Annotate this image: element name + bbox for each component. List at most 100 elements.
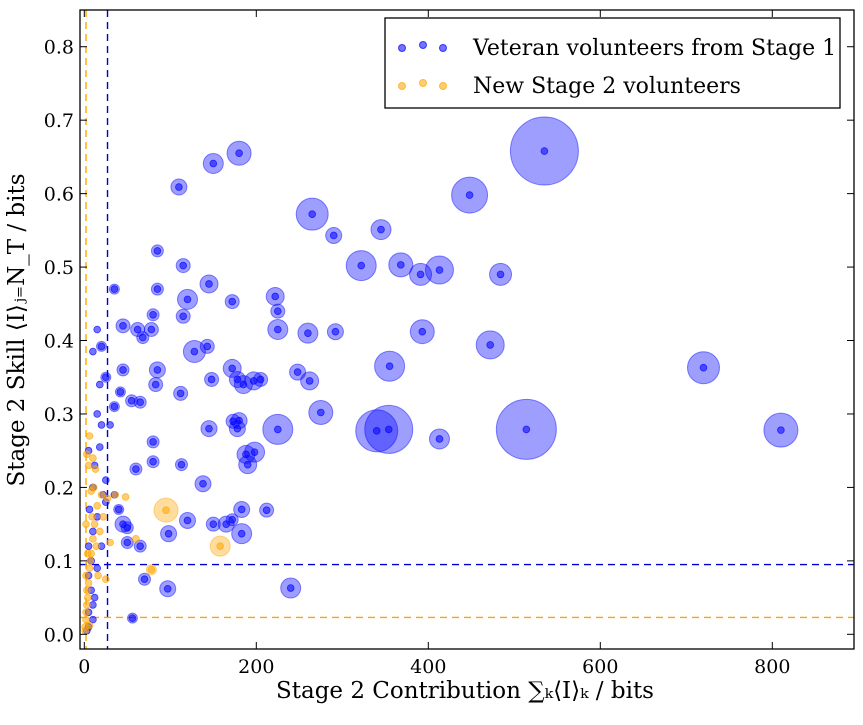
point-core	[82, 520, 90, 528]
point-core	[271, 292, 280, 301]
veteran-point	[409, 319, 435, 345]
y-tick-label: 0.8	[44, 37, 74, 59]
point-core	[132, 465, 140, 473]
point-core	[256, 375, 265, 384]
veteran-point	[175, 308, 191, 324]
new-point	[82, 571, 90, 580]
point-core	[94, 571, 102, 580]
new-point	[83, 593, 92, 602]
point-core	[153, 247, 162, 255]
new-point	[153, 497, 179, 523]
veteran-point	[325, 226, 343, 244]
point-core	[88, 512, 96, 521]
new-point	[83, 450, 91, 459]
veteran-point	[259, 502, 275, 518]
new-point	[103, 494, 112, 503]
point-core	[85, 564, 94, 573]
point-core	[416, 270, 425, 279]
point-core	[239, 380, 248, 389]
point-core	[203, 342, 212, 351]
new-point	[82, 608, 90, 617]
new-point	[111, 490, 120, 499]
point-core	[228, 364, 237, 373]
point-core	[384, 425, 393, 434]
veteran-point	[424, 255, 454, 285]
veteran-point	[113, 503, 125, 515]
point-core	[149, 311, 157, 319]
point-core	[273, 325, 282, 334]
veteran-point	[93, 325, 101, 334]
point-core	[106, 421, 114, 429]
veteran-point	[297, 322, 319, 344]
new-point	[99, 512, 108, 521]
veteran-point	[116, 363, 130, 377]
veteran-point	[253, 371, 269, 387]
point-core	[133, 325, 142, 334]
point-core	[175, 183, 183, 191]
point-core	[87, 487, 95, 495]
veteran-point	[182, 340, 206, 364]
point-core	[522, 425, 531, 434]
point-core	[233, 375, 242, 384]
new-point	[91, 465, 100, 473]
veteran-point	[199, 338, 215, 354]
new-point	[90, 520, 99, 528]
y-tick-label: 0.2	[44, 477, 74, 499]
point-core	[89, 535, 97, 543]
veteran-point	[108, 401, 120, 413]
veteran-point	[374, 350, 406, 382]
point-core	[176, 389, 185, 398]
point-core	[377, 225, 385, 234]
veteran-point	[100, 371, 112, 383]
point-core	[140, 575, 149, 584]
point-core	[435, 266, 444, 274]
point-core	[209, 520, 218, 528]
veteran-point	[236, 444, 256, 464]
veteran-point	[763, 412, 799, 448]
point-core	[95, 527, 104, 536]
veteran-point	[370, 219, 392, 241]
new-point	[95, 527, 104, 536]
x-tick-label: 400	[410, 656, 446, 678]
veteran-point	[205, 516, 221, 532]
legend: Veteran volunteers from Stage 1 New Stag…	[384, 17, 841, 109]
point-core	[179, 261, 188, 270]
new-point	[97, 490, 106, 499]
veteran-point	[177, 288, 198, 310]
point-core	[102, 476, 110, 484]
point-core	[89, 527, 97, 536]
point-core	[110, 285, 119, 293]
veteran-point	[509, 116, 579, 186]
point-core	[89, 347, 97, 356]
veteran-point	[108, 283, 120, 295]
point-core	[237, 505, 246, 514]
legend-box	[384, 17, 841, 109]
point-core	[95, 443, 104, 451]
point-core	[372, 427, 381, 435]
point-core	[205, 424, 213, 433]
veteran-point	[225, 413, 241, 429]
legend-dot	[398, 44, 406, 52]
veteran-point	[175, 258, 191, 274]
veteran-point	[114, 386, 126, 398]
new-point	[106, 538, 114, 547]
point-core	[183, 295, 192, 304]
veteran-point	[262, 413, 294, 445]
point-core	[233, 424, 242, 433]
veteran-point	[238, 455, 258, 475]
y-tick-label: 0.0	[44, 624, 74, 646]
veteran-point	[120, 536, 134, 549]
series-1	[81, 432, 231, 635]
point-core	[90, 593, 99, 602]
point-core	[486, 341, 495, 349]
point-core	[262, 506, 271, 514]
veteran-point	[95, 380, 104, 389]
veteran-point	[489, 262, 513, 286]
y-tick-label: 0.1	[44, 551, 74, 573]
veteran-point	[204, 371, 220, 387]
point-core	[385, 362, 394, 371]
veteran-point	[224, 294, 240, 310]
new-point	[84, 579, 93, 587]
veteran-point	[146, 435, 160, 449]
